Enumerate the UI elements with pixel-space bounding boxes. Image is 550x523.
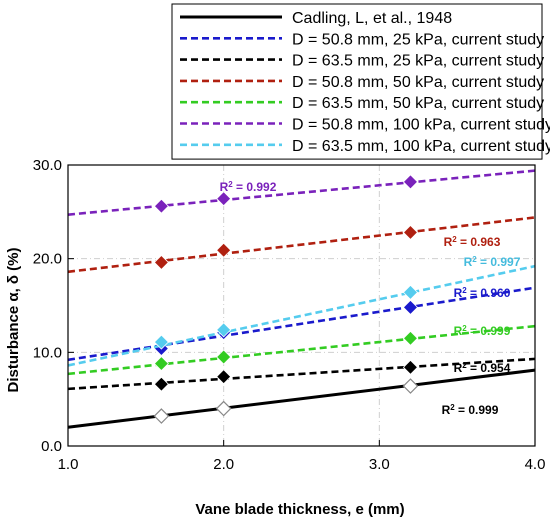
r2-label: R2 = 0.997 (464, 255, 521, 270)
series-3 (67, 216, 536, 274)
legend: Cadling, L, et al., 1948 D = 50.8 mm, 25 … (171, 3, 550, 160)
x-tick-label: 3.0 (369, 456, 390, 473)
data-point (153, 356, 169, 372)
y-axis-title: Disturbance α, δ (%) (5, 247, 22, 392)
series-line (67, 368, 536, 429)
r2-label: R2 = 0.999 (454, 324, 511, 339)
data-point (402, 284, 419, 300)
data-point (153, 254, 169, 270)
legend-label: D = 63.5 mm, 50 kPa, current study (292, 95, 544, 112)
series-5 (67, 169, 536, 216)
x-tick-label: 1.0 (58, 456, 79, 473)
data-point (153, 334, 169, 350)
data-point (216, 349, 232, 365)
r2-label: R2 = 0.963 (444, 235, 501, 250)
series-line (67, 324, 536, 376)
data-point (215, 400, 232, 417)
legend-label: D = 50.8 mm, 100 kPa, current study (292, 117, 550, 134)
series-line (67, 169, 536, 216)
data-point (402, 330, 419, 346)
series-2 (67, 357, 536, 392)
r2-label: R2 = 0.999 (442, 403, 499, 418)
x-tick-label: 4.0 (525, 456, 546, 473)
legend-label: D = 50.8 mm, 50 kPa, current study (292, 74, 544, 91)
legend-label: D = 50.8 mm, 25 kPa, current study (292, 31, 544, 48)
data-point (216, 242, 232, 258)
data-point (153, 198, 169, 214)
series-4 (67, 324, 536, 376)
series-line (67, 264, 536, 367)
series-line (67, 216, 536, 274)
data-point (402, 174, 419, 190)
y-tick-label: 0.0 (41, 438, 62, 455)
data-point (216, 369, 232, 385)
y-tick-label: 10.0 (33, 344, 62, 361)
axes: Vane blade thickness, e (mm) Disturbance… (5, 157, 545, 518)
data-point (216, 322, 232, 338)
legend-box (171, 3, 543, 160)
data-point (402, 299, 419, 315)
series-line (67, 357, 536, 391)
data-point (216, 191, 232, 207)
data-point (402, 378, 419, 394)
legend-label: D = 63.5 mm, 100 kPa, current study (292, 138, 550, 155)
data-point (402, 224, 419, 241)
x-tick-label: 2.0 (213, 456, 234, 473)
legend-label: Cadling, L, et al., 1948 (292, 10, 452, 27)
r2-label: R2 = 0.954 (454, 361, 511, 376)
plot-frame (67, 164, 536, 447)
series-6 (67, 264, 536, 367)
x-axis-title: Vane blade thickness, e (mm) (195, 501, 404, 518)
data-point (153, 376, 169, 392)
plot-area: R2 = 0.999 R2 = 0.960 R2 = 0.954 R2 = 0.963… (67, 165, 536, 446)
data-point (402, 359, 419, 375)
data-point (153, 408, 170, 424)
y-tick-label: 20.0 (33, 251, 62, 268)
legend-label: D = 63.5 mm, 25 kPa, current study (292, 53, 544, 70)
r2-label: R2 = 0.960 (454, 286, 511, 301)
series-0 (67, 368, 536, 429)
y-tick-label: 30.0 (33, 157, 62, 174)
r2-label: R2 = 0.992 (220, 180, 277, 195)
